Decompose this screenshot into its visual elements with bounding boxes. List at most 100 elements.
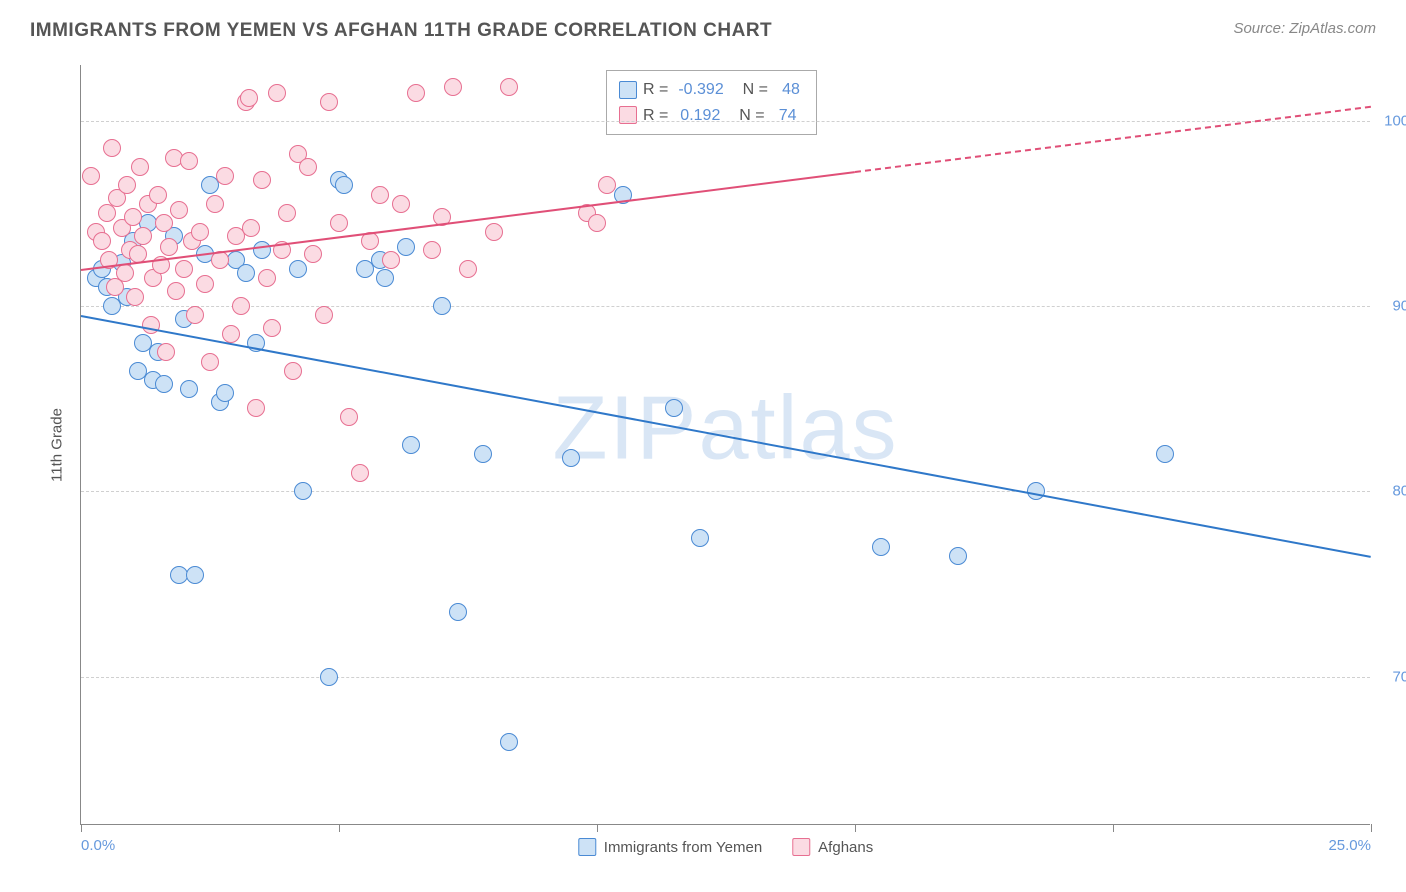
legend-label: Afghans [818, 839, 873, 856]
scatter-point [155, 214, 173, 232]
scatter-point [340, 408, 358, 426]
y-axis-label: 11th Grade [48, 408, 65, 482]
scatter-point [268, 84, 286, 102]
scatter-point [82, 167, 100, 185]
scatter-point [474, 445, 492, 463]
scatter-point [402, 436, 420, 454]
scatter-point [588, 214, 606, 232]
scatter-point [330, 214, 348, 232]
scatter-point [186, 566, 204, 584]
y-tick-label: 80.0% [1392, 483, 1406, 500]
legend-swatch [619, 106, 637, 124]
scatter-point [116, 264, 134, 282]
scatter-point [126, 288, 144, 306]
scatter-point [247, 399, 265, 417]
x-tick-label: 25.0% [1328, 837, 1371, 854]
gridline-h [81, 677, 1370, 678]
scatter-point [216, 384, 234, 402]
y-tick-label: 70.0% [1392, 668, 1406, 685]
chart-title: IMMIGRANTS FROM YEMEN VS AFGHAN 11TH GRA… [30, 20, 772, 42]
scatter-point [157, 343, 175, 361]
scatter-point [320, 668, 338, 686]
legend-label: Immigrants from Yemen [604, 839, 762, 856]
scatter-point [258, 269, 276, 287]
gridline-h [81, 491, 1370, 492]
scatter-point [433, 297, 451, 315]
legend-n-label: N = [730, 103, 764, 129]
scatter-point [263, 319, 281, 337]
legend-n-label: N = [734, 77, 768, 103]
trend-line [81, 171, 855, 271]
x-tick [1371, 824, 1372, 832]
scatter-point [196, 275, 214, 293]
scatter-point [449, 603, 467, 621]
scatter-point [691, 529, 709, 547]
plot-area: ZIPatlas R =-0.392 N =48R =0.192 N =74 I… [80, 65, 1370, 825]
scatter-point [216, 167, 234, 185]
legend-n-value: 74 [771, 103, 801, 129]
gridline-h [81, 121, 1370, 122]
scatter-point [500, 733, 518, 751]
x-tick [855, 824, 856, 832]
series-legend: Immigrants from Yemen Afghans [578, 838, 873, 856]
scatter-point [392, 195, 410, 213]
scatter-point [222, 325, 240, 343]
scatter-point [294, 482, 312, 500]
x-tick [597, 824, 598, 832]
x-tick [339, 824, 340, 832]
y-tick-label: 90.0% [1392, 297, 1406, 314]
scatter-point [407, 84, 425, 102]
scatter-point [459, 260, 477, 278]
legend-row: R =-0.392 N =48 [619, 77, 804, 103]
scatter-point [237, 264, 255, 282]
x-tick [1113, 824, 1114, 832]
scatter-point [444, 78, 462, 96]
scatter-point [175, 260, 193, 278]
scatter-point [160, 238, 178, 256]
trend-line [855, 106, 1371, 173]
scatter-point [371, 186, 389, 204]
scatter-point [186, 306, 204, 324]
scatter-point [149, 186, 167, 204]
scatter-point [240, 89, 258, 107]
scatter-point [315, 306, 333, 324]
scatter-point [93, 232, 111, 250]
scatter-point [155, 375, 173, 393]
scatter-point [485, 223, 503, 241]
legend-row: R =0.192 N = 74 [619, 103, 804, 129]
scatter-point [949, 547, 967, 565]
legend-r-value: 0.192 [674, 103, 724, 129]
scatter-point [320, 93, 338, 111]
source-label: Source: ZipAtlas.com [1233, 20, 1376, 37]
scatter-point [284, 362, 302, 380]
legend-swatch [578, 838, 596, 856]
gridline-h [81, 306, 1370, 307]
scatter-point [106, 278, 124, 296]
scatter-point [299, 158, 317, 176]
scatter-point [351, 464, 369, 482]
scatter-point [103, 139, 121, 157]
trend-line [81, 315, 1371, 558]
scatter-point [180, 380, 198, 398]
scatter-point [289, 260, 307, 278]
chart-container: 11th Grade ZIPatlas R =-0.392 N =48R =0.… [50, 65, 1370, 825]
scatter-point [423, 241, 441, 259]
scatter-point [98, 204, 116, 222]
scatter-point [562, 449, 580, 467]
scatter-point [872, 538, 890, 556]
legend-r-label: R = [643, 103, 668, 129]
scatter-point [500, 78, 518, 96]
scatter-point [253, 171, 271, 189]
legend-swatch [792, 838, 810, 856]
scatter-point [376, 269, 394, 287]
scatter-point [206, 195, 224, 213]
scatter-point [278, 204, 296, 222]
scatter-point [1156, 445, 1174, 463]
x-tick-label: 0.0% [81, 837, 115, 854]
scatter-point [201, 353, 219, 371]
scatter-point [118, 176, 136, 194]
scatter-point [598, 176, 616, 194]
legend-item: Immigrants from Yemen [578, 838, 762, 856]
scatter-point [131, 158, 149, 176]
scatter-point [134, 227, 152, 245]
